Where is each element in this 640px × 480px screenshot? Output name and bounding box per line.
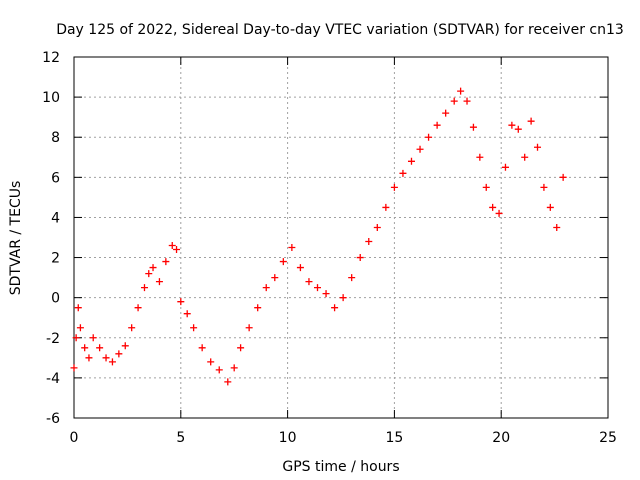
x-tick-label: 5	[176, 430, 185, 446]
data-point	[540, 183, 548, 191]
data-point	[546, 203, 554, 211]
data-point	[495, 209, 503, 217]
y-tick-label: 12	[42, 50, 60, 66]
x-tick-label: 0	[70, 430, 79, 446]
y-tick-label: 6	[51, 170, 60, 186]
data-point	[288, 244, 296, 252]
data-point	[183, 310, 191, 318]
data-point	[463, 97, 471, 105]
y-tick-label: -6	[46, 411, 60, 427]
data-point	[521, 153, 529, 161]
y-tick-label: 4	[51, 210, 60, 226]
data-point	[305, 278, 313, 286]
data-point	[514, 125, 522, 133]
data-point	[365, 238, 373, 246]
data-point	[121, 342, 129, 350]
x-tick-labels: 0 5 10 15 20 25	[70, 430, 617, 446]
data-point	[145, 270, 153, 278]
data-point	[450, 97, 458, 105]
data-point	[85, 354, 93, 362]
data-point	[140, 284, 148, 292]
data-point	[559, 173, 567, 181]
data-point	[149, 264, 157, 272]
chart-title: Day 125 of 2022, Sidereal Day-to-day VTE…	[56, 22, 624, 38]
data-point	[390, 183, 398, 191]
data-point	[399, 169, 407, 177]
data-point	[108, 358, 116, 366]
data-point	[230, 364, 238, 372]
y-tick-label: -4	[46, 371, 60, 387]
data-point	[224, 378, 232, 386]
data-point	[442, 109, 450, 117]
data-point	[245, 324, 253, 332]
data-point	[207, 358, 215, 366]
data-point	[134, 304, 142, 312]
y-tick-label: 8	[51, 130, 60, 146]
data-point	[271, 274, 279, 282]
data-point	[96, 344, 104, 352]
ticks	[73, 56, 609, 419]
data-point	[501, 163, 509, 171]
data-point	[102, 354, 110, 362]
data-point	[168, 242, 176, 250]
y-tick-label: 10	[42, 90, 60, 106]
y-tick-labels: -6 -4 -2 0 2 4 6 8 10 12	[42, 50, 60, 427]
data-point	[115, 350, 123, 358]
data-point	[190, 324, 198, 332]
data-point	[527, 117, 535, 125]
x-tick-label: 15	[385, 430, 403, 446]
data-point	[348, 274, 356, 282]
data-point	[508, 121, 516, 129]
data-point	[215, 366, 223, 374]
data-point	[254, 304, 262, 312]
data-points	[70, 87, 567, 386]
data-point	[162, 258, 170, 266]
data-point	[177, 298, 185, 306]
data-point	[198, 344, 206, 352]
data-point	[407, 157, 415, 165]
y-axis-label: SDTVAR / TECUs	[8, 181, 24, 296]
data-point	[482, 183, 490, 191]
data-point	[356, 254, 364, 262]
x-tick-label: 20	[492, 430, 510, 446]
plot-frame	[73, 56, 609, 419]
data-point	[339, 294, 347, 302]
data-point	[476, 153, 484, 161]
data-point	[72, 334, 80, 342]
data-point	[81, 344, 89, 352]
data-point	[314, 284, 322, 292]
data-point	[262, 284, 270, 292]
data-point	[469, 123, 477, 131]
data-point	[373, 223, 381, 231]
data-point	[433, 121, 441, 129]
data-point	[416, 145, 424, 153]
data-point	[296, 264, 304, 272]
x-tick-label: 25	[599, 430, 617, 446]
y-tick-label: 0	[51, 291, 60, 307]
data-point	[322, 290, 330, 298]
data-point	[331, 304, 339, 312]
data-point	[237, 344, 245, 352]
data-point	[489, 203, 497, 211]
data-point	[534, 143, 542, 151]
data-point	[128, 324, 136, 332]
data-point	[553, 223, 561, 231]
x-tick-label: 10	[279, 430, 297, 446]
data-point	[425, 133, 433, 141]
data-point	[76, 324, 84, 332]
data-point	[89, 334, 97, 342]
data-point	[382, 203, 390, 211]
data-point	[279, 258, 287, 266]
y-tick-label: 2	[51, 251, 60, 267]
data-point	[74, 304, 82, 312]
data-point	[457, 87, 465, 95]
data-point	[70, 364, 78, 372]
data-point	[155, 278, 163, 286]
data-point	[173, 246, 181, 254]
y-tick-label: -2	[46, 331, 60, 347]
x-axis-label: GPS time / hours	[282, 459, 399, 475]
